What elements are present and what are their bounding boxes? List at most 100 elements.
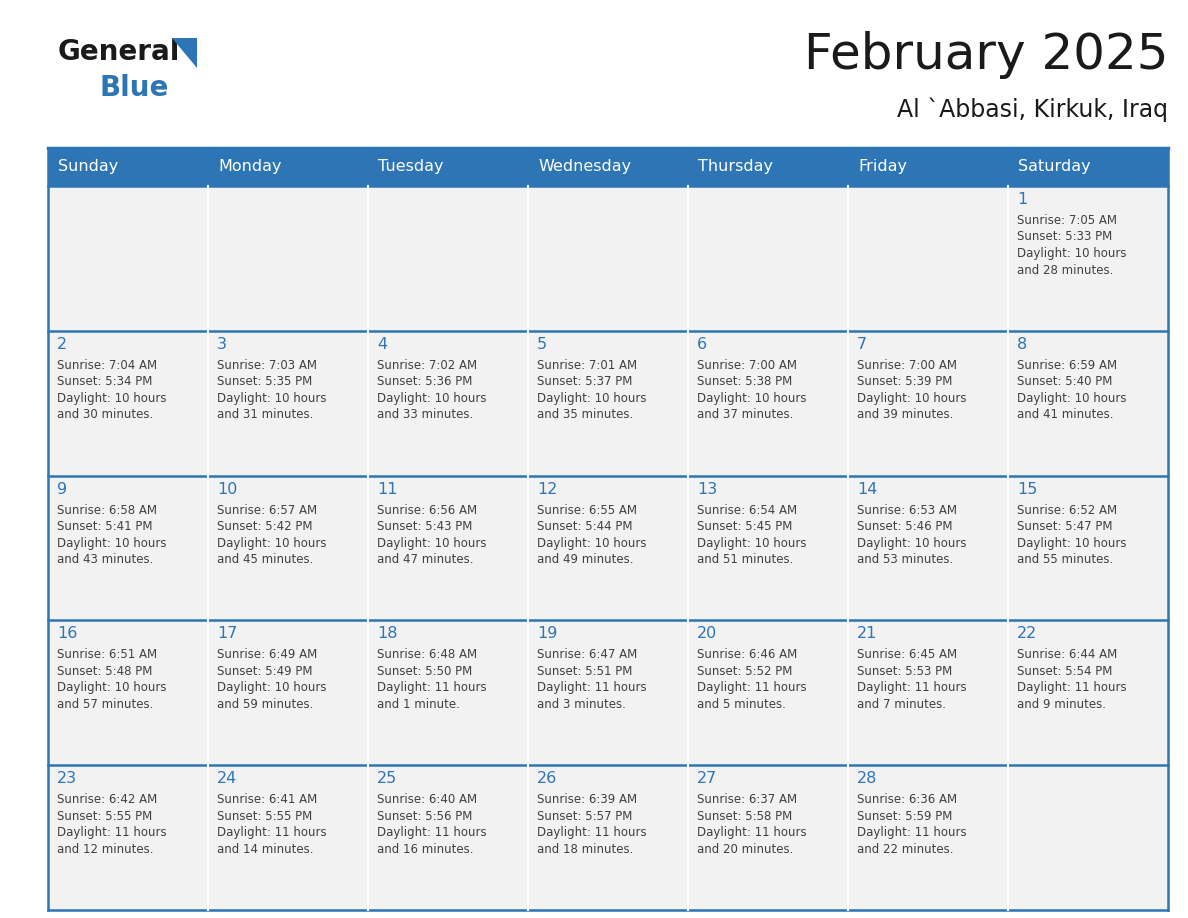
Bar <box>368 148 527 186</box>
Text: and 35 minutes.: and 35 minutes. <box>537 409 633 421</box>
Text: 8: 8 <box>1017 337 1028 352</box>
Text: Daylight: 11 hours: Daylight: 11 hours <box>377 826 487 839</box>
Text: and 33 minutes.: and 33 minutes. <box>377 409 473 421</box>
Text: Sunset: 5:59 PM: Sunset: 5:59 PM <box>857 810 953 823</box>
Text: Sunrise: 6:56 AM: Sunrise: 6:56 AM <box>377 504 478 517</box>
Bar <box>688 621 848 766</box>
Bar <box>688 330 848 476</box>
Text: and 20 minutes.: and 20 minutes. <box>697 843 794 856</box>
Text: Sunset: 5:55 PM: Sunset: 5:55 PM <box>217 810 312 823</box>
Text: Sunrise: 6:42 AM: Sunrise: 6:42 AM <box>57 793 157 806</box>
Text: and 51 minutes.: and 51 minutes. <box>697 554 794 566</box>
Bar <box>848 148 1007 186</box>
Text: 6: 6 <box>697 337 707 352</box>
Text: Al `Abbasi, Kirkuk, Iraq: Al `Abbasi, Kirkuk, Iraq <box>897 97 1168 122</box>
Text: Daylight: 10 hours: Daylight: 10 hours <box>217 537 327 550</box>
Text: 15: 15 <box>1017 482 1037 497</box>
Text: Sunrise: 6:57 AM: Sunrise: 6:57 AM <box>217 504 317 517</box>
Text: Sunset: 5:56 PM: Sunset: 5:56 PM <box>377 810 473 823</box>
Text: Daylight: 10 hours: Daylight: 10 hours <box>697 392 807 405</box>
Text: 10: 10 <box>217 482 238 497</box>
Text: and 41 minutes.: and 41 minutes. <box>1017 409 1113 421</box>
Text: Daylight: 10 hours: Daylight: 10 hours <box>377 537 487 550</box>
Text: Daylight: 11 hours: Daylight: 11 hours <box>377 681 487 694</box>
Polygon shape <box>172 38 197 68</box>
Bar <box>527 148 688 186</box>
Bar <box>1007 186 1168 330</box>
Text: and 1 minute.: and 1 minute. <box>377 698 460 711</box>
Text: Daylight: 10 hours: Daylight: 10 hours <box>57 537 166 550</box>
Text: Sunrise: 6:48 AM: Sunrise: 6:48 AM <box>377 648 478 661</box>
Text: Sunrise: 6:46 AM: Sunrise: 6:46 AM <box>697 648 797 661</box>
Text: Sunset: 5:52 PM: Sunset: 5:52 PM <box>697 665 792 677</box>
Text: 16: 16 <box>57 626 77 642</box>
Text: Sunrise: 6:55 AM: Sunrise: 6:55 AM <box>537 504 637 517</box>
Text: Daylight: 10 hours: Daylight: 10 hours <box>57 392 166 405</box>
Text: Sunrise: 7:00 AM: Sunrise: 7:00 AM <box>857 359 958 372</box>
Text: Sunrise: 6:59 AM: Sunrise: 6:59 AM <box>1017 359 1117 372</box>
Text: 25: 25 <box>377 771 397 786</box>
Text: Sunset: 5:51 PM: Sunset: 5:51 PM <box>537 665 632 677</box>
Bar <box>1007 766 1168 910</box>
Text: Daylight: 10 hours: Daylight: 10 hours <box>217 681 327 694</box>
Bar <box>48 476 208 621</box>
Text: Daylight: 11 hours: Daylight: 11 hours <box>537 826 646 839</box>
Text: 4: 4 <box>377 337 387 352</box>
Text: Sunrise: 6:53 AM: Sunrise: 6:53 AM <box>857 504 958 517</box>
Text: Sunrise: 6:40 AM: Sunrise: 6:40 AM <box>377 793 478 806</box>
Bar <box>848 766 1007 910</box>
Text: Sunset: 5:41 PM: Sunset: 5:41 PM <box>57 521 152 533</box>
Text: 1: 1 <box>1017 192 1028 207</box>
Text: Daylight: 10 hours: Daylight: 10 hours <box>537 392 646 405</box>
Text: Daylight: 10 hours: Daylight: 10 hours <box>217 392 327 405</box>
Bar <box>368 621 527 766</box>
Text: Sunrise: 6:44 AM: Sunrise: 6:44 AM <box>1017 648 1117 661</box>
Text: Monday: Monday <box>219 160 282 174</box>
Text: Sunset: 5:33 PM: Sunset: 5:33 PM <box>1017 230 1112 243</box>
Text: Sunrise: 6:36 AM: Sunrise: 6:36 AM <box>857 793 958 806</box>
Text: Sunrise: 7:00 AM: Sunrise: 7:00 AM <box>697 359 797 372</box>
Text: Sunrise: 6:37 AM: Sunrise: 6:37 AM <box>697 793 797 806</box>
Text: and 37 minutes.: and 37 minutes. <box>697 409 794 421</box>
Text: Sunset: 5:34 PM: Sunset: 5:34 PM <box>57 375 152 388</box>
Text: and 14 minutes.: and 14 minutes. <box>217 843 314 856</box>
Bar <box>368 330 527 476</box>
Text: Daylight: 10 hours: Daylight: 10 hours <box>537 537 646 550</box>
Text: and 53 minutes.: and 53 minutes. <box>857 554 953 566</box>
Text: and 5 minutes.: and 5 minutes. <box>697 698 786 711</box>
Text: Sunset: 5:37 PM: Sunset: 5:37 PM <box>537 375 632 388</box>
Text: Sunset: 5:43 PM: Sunset: 5:43 PM <box>377 521 473 533</box>
Bar <box>527 330 688 476</box>
Bar <box>48 621 208 766</box>
Bar <box>368 766 527 910</box>
Text: and 28 minutes.: and 28 minutes. <box>1017 263 1113 276</box>
Bar <box>208 766 368 910</box>
Text: Sunset: 5:53 PM: Sunset: 5:53 PM <box>857 665 953 677</box>
Text: and 16 minutes.: and 16 minutes. <box>377 843 474 856</box>
Text: 20: 20 <box>697 626 718 642</box>
Text: 19: 19 <box>537 626 557 642</box>
Text: Thursday: Thursday <box>699 160 773 174</box>
Text: 21: 21 <box>857 626 878 642</box>
Text: Sunset: 5:49 PM: Sunset: 5:49 PM <box>217 665 312 677</box>
Text: 18: 18 <box>377 626 398 642</box>
Text: and 18 minutes.: and 18 minutes. <box>537 843 633 856</box>
Text: and 31 minutes.: and 31 minutes. <box>217 409 314 421</box>
Bar <box>688 186 848 330</box>
Text: Sunset: 5:46 PM: Sunset: 5:46 PM <box>857 521 953 533</box>
Text: 11: 11 <box>377 482 398 497</box>
Bar <box>848 186 1007 330</box>
Text: Sunset: 5:44 PM: Sunset: 5:44 PM <box>537 521 632 533</box>
Bar <box>368 476 527 621</box>
Text: 2: 2 <box>57 337 68 352</box>
Text: and 12 minutes.: and 12 minutes. <box>57 843 153 856</box>
Text: 26: 26 <box>537 771 557 786</box>
Bar <box>527 621 688 766</box>
Text: Sunrise: 7:02 AM: Sunrise: 7:02 AM <box>377 359 478 372</box>
Text: 17: 17 <box>217 626 238 642</box>
Bar <box>208 621 368 766</box>
Text: Sunrise: 7:01 AM: Sunrise: 7:01 AM <box>537 359 637 372</box>
Text: Sunrise: 6:45 AM: Sunrise: 6:45 AM <box>857 648 958 661</box>
Text: Daylight: 11 hours: Daylight: 11 hours <box>217 826 327 839</box>
Bar <box>688 148 848 186</box>
